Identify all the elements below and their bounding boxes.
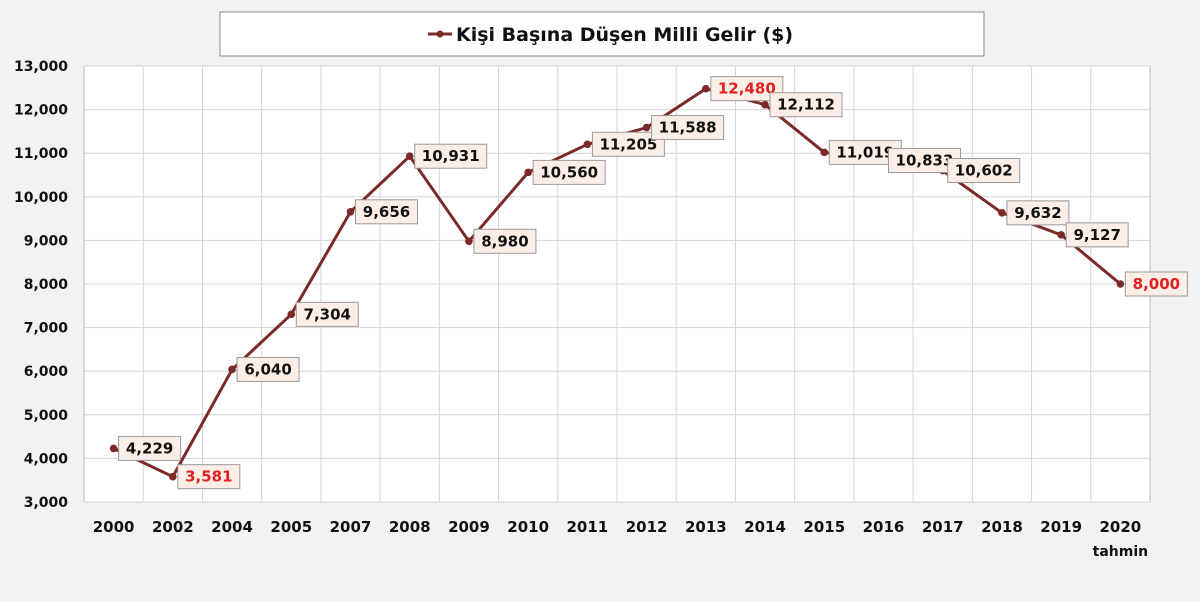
data-point-2014 — [761, 100, 769, 109]
x-tick-label: 2019 — [1040, 518, 1082, 536]
legend-box — [219, 11, 985, 57]
x-tick-label: 2005 — [270, 518, 312, 536]
data-point-2019 — [1057, 231, 1065, 239]
x-tick-label: 2015 — [803, 518, 845, 536]
data-label-2011: 11,205 — [599, 135, 657, 153]
x-tick-label: 2004 — [211, 518, 253, 536]
data-label-box-2019 — [1065, 222, 1129, 248]
data-label-box-2014 — [769, 92, 843, 118]
data-point-2007 — [346, 207, 355, 216]
y-tick-label: 4,000 — [24, 451, 69, 467]
x-tick-label: 2013 — [685, 518, 727, 536]
data-point-2015 — [820, 148, 829, 157]
y-tick-label: 12,000 — [14, 103, 68, 119]
data-label-2015: 11,019 — [836, 143, 894, 161]
y-tick-label: 7,000 — [24, 321, 69, 337]
x-tick-label: 2008 — [389, 518, 431, 536]
data-label-2018: 9,632 — [1014, 204, 1061, 222]
data-label-2013: 12,480 — [718, 80, 776, 98]
x-tick-label: 2020 — [1100, 518, 1142, 536]
data-point-2013 — [702, 84, 710, 93]
data-label-box-2020 — [1124, 271, 1188, 297]
data-label-2005: 7,304 — [304, 305, 351, 323]
data-point-2012 — [642, 123, 651, 132]
data-point-2008 — [405, 152, 414, 161]
y-tick-label: 10,000 — [14, 190, 68, 206]
data-label-2019: 9,127 — [1073, 226, 1120, 244]
legend: Kişi Başına Düşen Milli Gelir ($) — [219, 11, 985, 57]
y-tick-label: 9,000 — [24, 233, 69, 249]
data-label-box-2017 — [947, 158, 1021, 184]
x-tick-label: 2014 — [744, 518, 786, 536]
x-tick-label: 2007 — [330, 518, 372, 536]
data-label-2000: 4,229 — [126, 439, 173, 457]
data-label-2012: 11,588 — [659, 119, 717, 137]
x-tick-sublabel: tahmin — [1093, 544, 1148, 560]
data-point-2000 — [109, 444, 118, 453]
data-point-2018 — [998, 209, 1006, 217]
data-label-2009: 8,980 — [481, 232, 528, 250]
y-tick-label: 13,000 — [14, 59, 68, 75]
data-label-2016: 10,833 — [896, 151, 954, 169]
x-tick-label: 2010 — [507, 518, 549, 536]
data-point-2009 — [465, 237, 473, 246]
data-label-box-2004 — [236, 356, 300, 382]
data-point-2020 — [1116, 280, 1125, 288]
x-tick-label: 2000 — [93, 518, 135, 536]
x-tick-label: 2018 — [981, 518, 1023, 536]
y-tick-label: 11,000 — [14, 146, 68, 162]
data-labels: 4,229 3,581 6,040 7,304 9,656 10,931 8,980 10,5… — [118, 76, 1188, 490]
data-label-2007: 9,656 — [363, 203, 410, 221]
x-tick-label: 2017 — [922, 518, 964, 536]
data-label-2010: 10,560 — [540, 163, 598, 181]
data-label-2008: 10,931 — [422, 147, 480, 165]
data-label-2014: 12,112 — [777, 96, 835, 114]
y-tick-label: 3,000 — [24, 495, 69, 511]
y-tick-label: 5,000 — [24, 408, 69, 424]
data-label-box-2007 — [355, 199, 418, 225]
data-point-2011 — [583, 140, 592, 149]
y-tick-label: 8,000 — [24, 277, 69, 293]
y-axis: 3,000 4,000 5,000 6,000 7,000 8,000 9,000 10,00… — [14, 59, 68, 511]
y-tick-label: 6,000 — [24, 364, 69, 380]
data-label-box-2010 — [532, 159, 606, 185]
x-tick-label: 2009 — [448, 518, 490, 536]
data-label-box-2005 — [295, 301, 359, 327]
x-tick-label: 2016 — [863, 518, 905, 536]
data-point-2002 — [169, 472, 177, 481]
data-point-2010 — [524, 168, 532, 177]
data-label-2002: 3,581 — [185, 468, 232, 486]
x-tick-label: 2012 — [626, 518, 668, 536]
legend-marker-swatch — [436, 30, 444, 38]
legend-label: Kişi Başına Düşen Milli Gelir ($) — [456, 24, 793, 46]
x-axis: 2000 2002 2004 2005 2007 2008 2009 2010 2011 2012… — [93, 518, 1148, 560]
data-label-box-2000 — [118, 435, 182, 461]
data-label-2004: 6,040 — [244, 360, 291, 378]
data-label-box-2009 — [473, 228, 537, 254]
data-label-2020: 8,000 — [1133, 275, 1180, 293]
data-label-2017: 10,602 — [955, 162, 1013, 180]
data-label-box-2012 — [651, 115, 725, 141]
data-label-box-2002 — [177, 464, 241, 490]
x-tick-label: 2011 — [567, 518, 609, 536]
data-label-box-2018 — [1006, 200, 1070, 226]
data-point-2005 — [287, 310, 296, 319]
x-tick-label: 2002 — [152, 518, 194, 536]
data-point-2004 — [228, 365, 236, 374]
data-label-box-2008 — [414, 143, 488, 169]
